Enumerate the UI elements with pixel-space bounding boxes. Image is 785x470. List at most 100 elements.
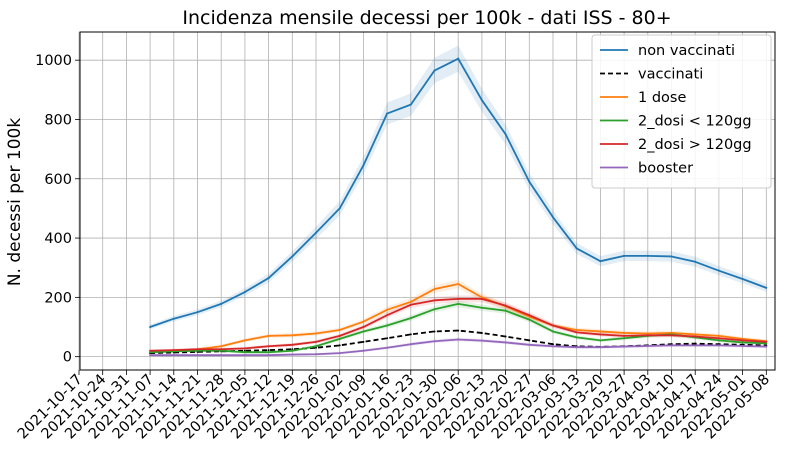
- data-point-0: [386, 112, 389, 115]
- data-point-2: [599, 330, 602, 333]
- data-point-5: [409, 343, 412, 346]
- data-point-2: [575, 328, 578, 331]
- data-point-5: [267, 354, 270, 357]
- data-point-5: [315, 353, 317, 356]
- data-point-5: [433, 340, 436, 343]
- data-point-2: [623, 331, 626, 334]
- series-line-1: [150, 329, 767, 354]
- data-point-3: [315, 345, 317, 348]
- data-point-4: [552, 324, 554, 327]
- data-point-3: [599, 339, 602, 342]
- data-point-3: [504, 309, 507, 312]
- data-point-2: [386, 308, 389, 311]
- y-tick-label: 0: [63, 350, 72, 366]
- data-point-4: [409, 303, 412, 306]
- plot-frame: [79, 31, 776, 371]
- data-point-2: [717, 334, 720, 337]
- x-axis-ticks: 2021-10-172021-10-242021-10-312021-11-07…: [15, 370, 773, 442]
- legend-label: booster: [638, 161, 693, 177]
- data-point-5: [457, 338, 460, 341]
- data-point-0: [409, 103, 412, 106]
- data-point-1: [504, 335, 507, 338]
- data-point-4: [528, 314, 531, 317]
- data-point-4: [338, 334, 341, 337]
- data-point-5: [694, 344, 697, 347]
- data-point-4: [172, 349, 175, 352]
- data-point-5: [149, 354, 152, 357]
- data-point-5: [623, 345, 626, 348]
- data-point-2: [694, 333, 697, 336]
- data-point-5: [172, 354, 175, 357]
- chart-title: Incidenza mensile decessi per 100k - dat…: [182, 7, 671, 29]
- data-point-0: [694, 260, 697, 263]
- data-point-3: [528, 318, 531, 321]
- data-point-0: [741, 277, 744, 280]
- data-point-5: [717, 344, 720, 347]
- data-point-4: [149, 349, 152, 352]
- data-point-2: [433, 288, 436, 291]
- data-point-2: [457, 283, 460, 286]
- data-point-5: [575, 346, 578, 349]
- data-point-5: [765, 345, 768, 348]
- data-point-2: [291, 334, 294, 337]
- data-point-2: [220, 345, 223, 348]
- data-point-3: [409, 317, 412, 320]
- data-point-2: [741, 337, 744, 340]
- data-point-3: [552, 330, 554, 333]
- y-tick-label: 1000: [35, 53, 72, 69]
- data-point-5: [220, 354, 223, 357]
- y-tick-label: 600: [44, 172, 72, 188]
- data-point-3: [575, 336, 578, 339]
- data-point-1: [362, 340, 365, 343]
- data-point-5: [362, 349, 365, 352]
- data-point-3: [196, 349, 199, 352]
- data-point-0: [196, 311, 199, 314]
- legend-frame: [591, 34, 772, 189]
- data-point-4: [717, 337, 720, 340]
- data-point-1: [528, 339, 531, 342]
- data-point-1: [433, 330, 436, 333]
- data-point-1: [338, 344, 341, 347]
- data-point-4: [386, 314, 389, 317]
- data-point-5: [386, 346, 389, 349]
- data-point-1: [243, 349, 246, 352]
- data-point-5: [504, 341, 507, 344]
- data-point-4: [362, 326, 365, 329]
- data-point-5: [338, 352, 341, 355]
- data-point-2: [243, 339, 246, 342]
- data-point-3: [220, 349, 223, 352]
- data-point-4: [457, 297, 460, 300]
- legend: non vaccinati vaccinati 1 dose 2_dosi < 120…: [591, 34, 772, 189]
- data-point-4: [291, 343, 294, 346]
- data-point-0: [338, 207, 341, 210]
- data-point-2: [646, 332, 649, 335]
- data-point-0: [220, 302, 223, 305]
- data-point-0: [433, 69, 436, 72]
- data-point-2: [338, 328, 341, 331]
- data-point-0: [765, 286, 768, 289]
- data-point-2: [409, 300, 412, 303]
- data-point-0: [670, 255, 673, 258]
- data-point-4: [220, 348, 223, 351]
- data-point-0: [623, 254, 626, 257]
- data-point-4: [694, 335, 697, 338]
- data-point-0: [315, 231, 317, 234]
- data-point-1: [386, 337, 389, 340]
- data-point-0: [599, 260, 602, 263]
- data-point-0: [480, 99, 483, 102]
- data-point-0: [149, 326, 152, 329]
- data-point-2: [267, 334, 270, 337]
- data-point-4: [765, 340, 768, 343]
- data-point-0: [717, 269, 720, 272]
- data-point-2: [670, 331, 673, 334]
- data-point-4: [433, 299, 436, 302]
- legend-label: vaccinati: [638, 67, 703, 83]
- data-point-5: [243, 354, 246, 357]
- data-point-0: [291, 255, 294, 258]
- data-point-4: [480, 297, 483, 300]
- data-point-3: [623, 337, 626, 340]
- data-point-5: [480, 339, 483, 342]
- data-point-5: [196, 354, 199, 357]
- data-point-5: [599, 346, 602, 349]
